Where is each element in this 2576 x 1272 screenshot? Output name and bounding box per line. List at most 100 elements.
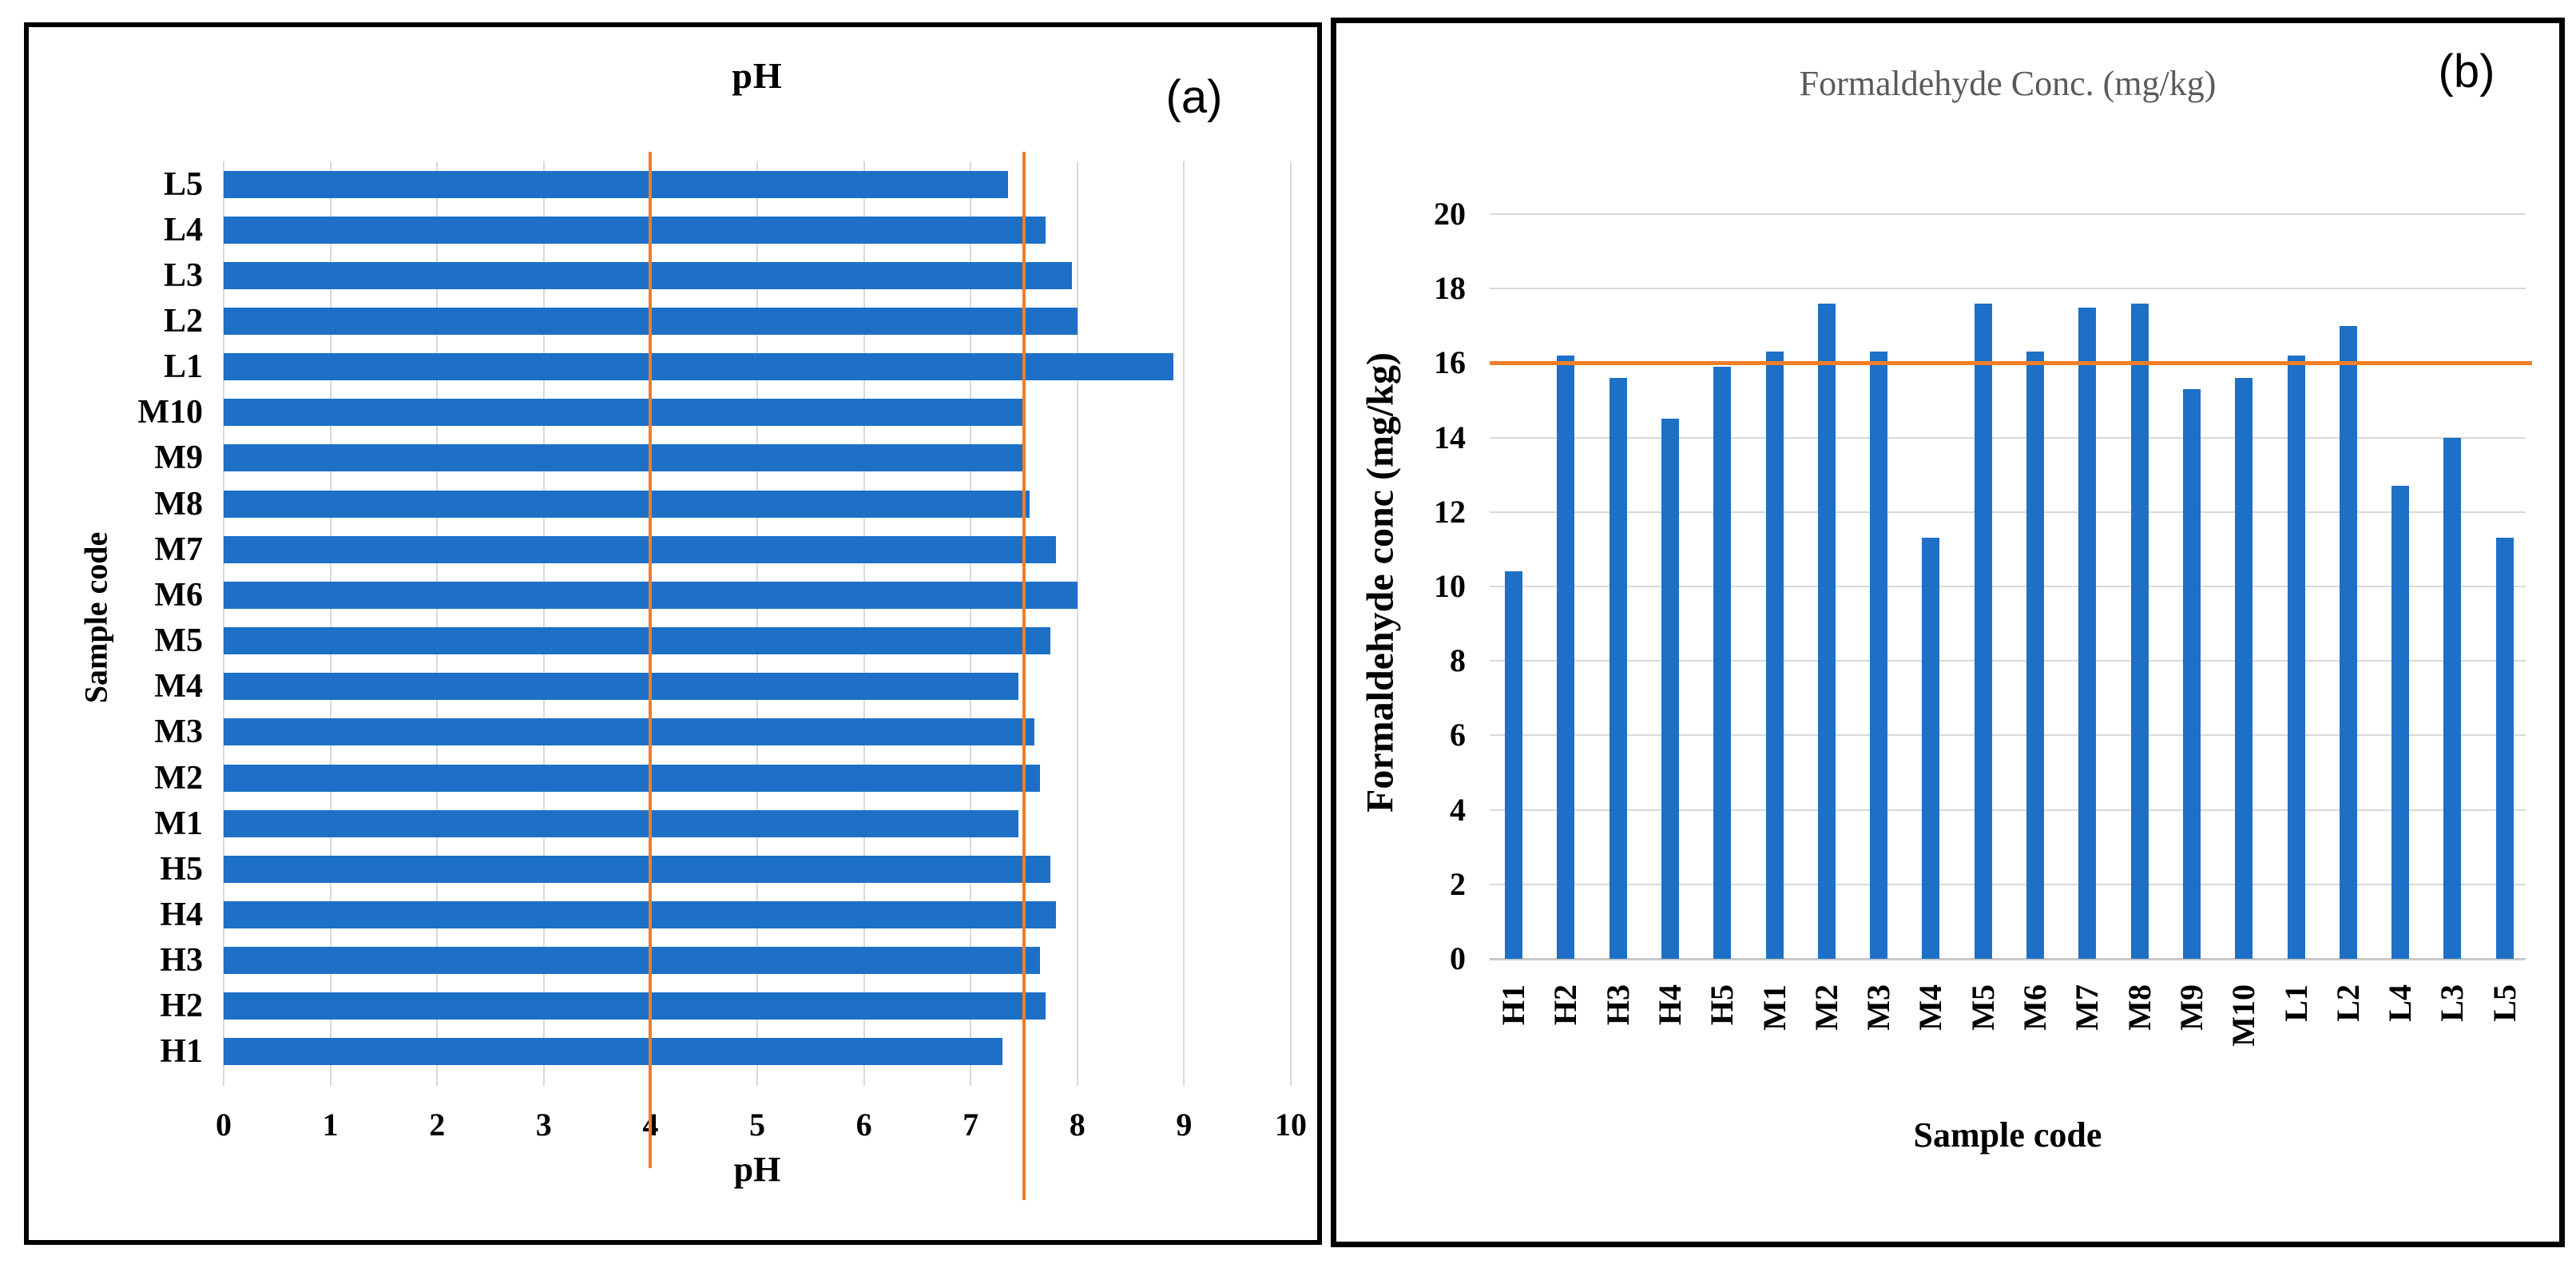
gridline-x-9: [1183, 161, 1185, 1086]
y-tick-label-18: 18: [1434, 270, 1466, 307]
category-label-M1: M1: [1756, 984, 1792, 1031]
gridline-y-8: [1490, 660, 2526, 662]
category-label-H2: H2: [160, 988, 203, 1025]
panel-b-tag: (b): [2438, 46, 2495, 97]
bar-L4: [2391, 486, 2410, 959]
chart-b-x-axis-label: Sample code: [1913, 1115, 2102, 1155]
category-label-M9: M9: [2173, 984, 2209, 1031]
category-label-H4: H4: [160, 896, 203, 933]
y-tick-label-16: 16: [1434, 344, 1466, 381]
y-tick-label-14: 14: [1434, 419, 1466, 455]
panel-a-tag: (a): [1165, 71, 1223, 123]
category-label-M2: M2: [154, 759, 203, 797]
bar-H1: [1505, 571, 1522, 959]
bar-M6: [2026, 352, 2044, 959]
category-label-M4: M4: [1912, 984, 1949, 1031]
category-label-M3: M3: [154, 714, 203, 751]
gridline-x-0: [223, 161, 224, 1086]
category-label-M2: M2: [1808, 984, 1844, 1031]
gridline-x-8: [1076, 161, 1078, 1086]
bar-M1: [1765, 352, 1784, 959]
bar-L5: [2495, 538, 2514, 959]
reference-line-x-7.5: [1022, 152, 1026, 1200]
x-tick-label-1: 1: [322, 1107, 339, 1143]
gridline-x-10: [1290, 161, 1292, 1086]
x-tick-label-9: 9: [1176, 1107, 1193, 1143]
x-tick-label-0: 0: [216, 1107, 232, 1143]
category-label-M6: M6: [2017, 984, 2053, 1031]
y-tick-label-6: 6: [1450, 717, 1466, 753]
reference-line-y-16: [1490, 361, 2532, 366]
y-tick-label-20: 20: [1434, 196, 1466, 232]
category-label-H5: H5: [1704, 984, 1740, 1026]
category-label-L5: L5: [163, 165, 203, 203]
chart-a-plot-area: 012345678910L5L4L3L2L1M10M9M8M7M6M5M4M3M…: [137, 152, 1307, 1200]
bar-H2: [224, 992, 1046, 1020]
bar-M9: [2182, 389, 2201, 959]
bar-M9: [224, 444, 1024, 472]
category-label-L4: L4: [2382, 984, 2419, 1022]
x-tick-label-7: 7: [963, 1107, 979, 1143]
category-label-H1: H1: [1495, 984, 1531, 1026]
bar-M8: [224, 490, 1030, 518]
category-label-L1: L1: [163, 348, 203, 386]
category-label-M5: M5: [1964, 984, 2001, 1031]
category-label-M10: M10: [2225, 984, 2262, 1047]
bar-L1: [2287, 356, 2305, 959]
category-label-M8: M8: [154, 485, 203, 523]
bar-L3: [224, 261, 1073, 289]
category-label-H3: H3: [1599, 984, 1636, 1026]
bar-M3: [224, 718, 1035, 746]
bar-H4: [224, 900, 1057, 928]
category-label-M6: M6: [154, 576, 203, 614]
chart-b-plot-area: 0 2 4 6 8 10 12 14 16 18 20 H1 H2 H3 H4 H5 M1 M2 M3 M4 M5 M6 M…: [1434, 197, 2532, 1047]
category-label-M5: M5: [154, 622, 203, 660]
gridline-y-10: [1490, 586, 2526, 587]
gridline-y-18: [1490, 288, 2526, 290]
category-label-M3: M3: [1860, 984, 1897, 1031]
gridline-y-6: [1490, 734, 2526, 737]
category-label-L2: L2: [2329, 984, 2366, 1022]
bar-H5: [224, 855, 1051, 883]
bar-M2: [224, 764, 1041, 792]
bar-M10: [224, 399, 1024, 427]
chart-a-title: pH: [732, 55, 783, 96]
bar-L2: [2339, 325, 2357, 959]
chart-a-x-axis-label: pH: [733, 1150, 781, 1189]
bar-M10: [2235, 378, 2253, 959]
gridline-x-7: [970, 161, 972, 1086]
bar-L1: [224, 353, 1174, 381]
panel-b: Formaldehyde Conc. (mg/kg) (b) Formaldeh…: [1331, 18, 2565, 1247]
bar-H3: [1609, 378, 1627, 959]
bar-M1: [224, 809, 1019, 837]
category-label-M8: M8: [2121, 984, 2157, 1031]
bar-H3: [224, 947, 1041, 975]
bar-M2: [1817, 303, 1836, 959]
bar-H4: [1661, 419, 1679, 959]
category-label-H4: H4: [1651, 984, 1688, 1026]
gridline-y-0: [1490, 958, 2526, 960]
bar-H2: [1557, 356, 1575, 959]
bar-H1: [224, 1038, 1003, 1066]
category-label-H2: H2: [1547, 984, 1584, 1026]
x-tick-label-5: 5: [749, 1107, 765, 1143]
gridline-y-20: [1490, 213, 2526, 215]
category-label-M7: M7: [154, 531, 203, 568]
gridline-x-1: [329, 161, 331, 1086]
category-label-L1: L1: [2277, 984, 2314, 1022]
gridline-x-2: [436, 161, 439, 1086]
category-label-M4: M4: [154, 668, 203, 706]
bar-L4: [224, 216, 1046, 244]
gridline-x-5: [756, 161, 758, 1086]
chart-b-title: Formaldehyde Conc. (mg/kg): [1799, 64, 2217, 103]
category-label-H1: H1: [160, 1033, 203, 1071]
bar-M7: [2078, 307, 2097, 959]
y-tick-label-10: 10: [1434, 568, 1466, 604]
y-tick-label-2: 2: [1450, 865, 1466, 902]
bar-L3: [2443, 437, 2462, 959]
category-label-M10: M10: [137, 394, 203, 431]
gridline-y-14: [1490, 436, 2526, 439]
bar-L5: [224, 170, 1008, 198]
x-tick-label-3: 3: [535, 1107, 552, 1143]
y-tick-label-12: 12: [1434, 493, 1466, 530]
